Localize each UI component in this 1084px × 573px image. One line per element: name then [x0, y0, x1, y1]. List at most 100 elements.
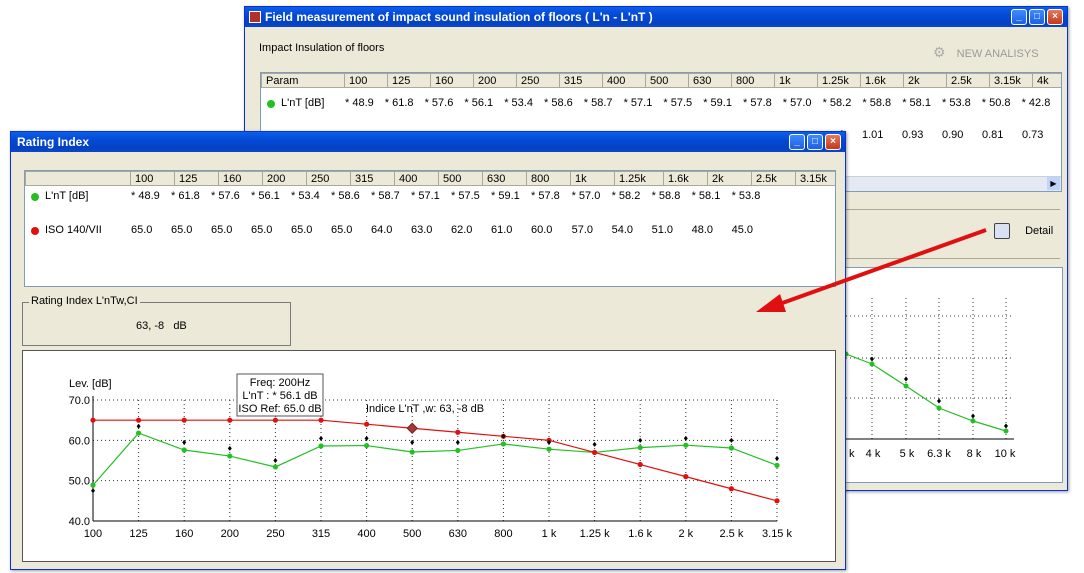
- row-label: ISO 140/VII: [45, 224, 102, 236]
- column-header[interactable]: 250: [306, 171, 351, 186]
- column-header[interactable]: 400: [602, 73, 646, 88]
- column-header[interactable]: [25, 171, 131, 186]
- horizontal-scrollbar[interactable]: ▶: [836, 176, 1061, 191]
- rating-data-grid: 100 125 160 200 250 315 400 500 630 800 1k 1.25k 1.6…: [24, 170, 836, 287]
- cell-value: * 58.8: [862, 97, 892, 109]
- column-header[interactable]: 125: [174, 171, 219, 186]
- back-chart: k 4 k 5 k 6.3 k 8 k 10 k: [846, 298, 1016, 460]
- measured-point[interactable]: [683, 442, 689, 448]
- reference-point[interactable]: [637, 461, 643, 468]
- column-header[interactable]: 200: [262, 171, 307, 186]
- x-tick-label: 10 k: [995, 448, 1016, 460]
- reference-point[interactable]: [136, 417, 142, 423]
- column-header[interactable]: 250: [516, 73, 560, 88]
- cell-value: 0.90: [942, 129, 964, 141]
- column-header[interactable]: 500: [438, 171, 483, 186]
- column-header[interactable]: 125: [387, 73, 431, 88]
- cell-value: * 58.2: [611, 190, 641, 202]
- column-header[interactable]: 4k: [1032, 73, 1061, 88]
- reference-point[interactable]: [90, 417, 96, 423]
- rating-index-titlebar[interactable]: Rating Index _ □ ×: [11, 132, 845, 152]
- x-tick-label: 1.25 k: [580, 528, 610, 540]
- column-header[interactable]: 2k: [707, 171, 752, 186]
- column-header[interactable]: 1k: [774, 73, 818, 88]
- measured-point[interactable]: [500, 441, 506, 447]
- column-header[interactable]: 400: [394, 171, 439, 186]
- measured-point[interactable]: [728, 445, 735, 451]
- reference-point[interactable]: [181, 417, 187, 423]
- reference-point[interactable]: [227, 417, 233, 423]
- reference-point[interactable]: [364, 421, 370, 427]
- column-header[interactable]: 100: [130, 171, 175, 186]
- column-header[interactable]: 2k: [903, 73, 947, 88]
- rating-row-iso: ISO 140/VII 65.0 65.0 65.0 65.0 65.0 65.0 64.0 6…: [25, 224, 835, 238]
- column-header[interactable]: 100: [344, 73, 388, 88]
- measured-point[interactable]: [318, 443, 324, 449]
- minimize-button[interactable]: _: [1011, 9, 1027, 25]
- measured-point[interactable]: [227, 453, 233, 459]
- cell-value: * 58.1: [902, 97, 931, 109]
- column-header[interactable]: Param: [261, 73, 345, 88]
- field-measurement-titlebar[interactable]: Field measurement of impact sound insula…: [245, 7, 1067, 27]
- measured-point: [869, 361, 875, 367]
- column-header[interactable]: 800: [731, 73, 775, 88]
- tooltip-line: ISO Ref: 65.0 dB: [238, 403, 321, 415]
- cell-value: * 59.1: [491, 190, 520, 202]
- column-header[interactable]: 2.5k: [946, 73, 990, 88]
- x-tick-label: 8 k: [967, 448, 982, 460]
- cell-value: * 57.5: [663, 97, 693, 109]
- measured-point[interactable]: [455, 447, 461, 454]
- measured-point[interactable]: [136, 430, 142, 436]
- reference-point[interactable]: [318, 417, 324, 423]
- column-header[interactable]: 200: [473, 73, 517, 88]
- measured-point[interactable]: [774, 462, 780, 468]
- column-header[interactable]: 630: [482, 171, 527, 186]
- measured-point[interactable]: [637, 444, 643, 451]
- column-header[interactable]: 3.15k: [795, 171, 835, 186]
- close-button[interactable]: ×: [825, 134, 841, 150]
- measured-point[interactable]: [90, 482, 96, 488]
- detail-label: Detail: [1025, 224, 1054, 237]
- measured-point: [936, 405, 942, 411]
- column-header[interactable]: 1.6k: [860, 73, 904, 88]
- maximize-button[interactable]: □: [1029, 9, 1045, 25]
- reference-point[interactable]: [455, 429, 461, 435]
- detail-button[interactable]: Detail: [994, 223, 1053, 239]
- new-analysis-button[interactable]: ⚙ NEW ANALISYS: [933, 44, 1039, 61]
- column-header[interactable]: 1.25k: [614, 171, 664, 186]
- cell-value: * 57.0: [571, 190, 601, 202]
- cell-value: * 57.1: [411, 190, 440, 202]
- measured-point[interactable]: [181, 447, 187, 453]
- reference-point[interactable]: [774, 498, 780, 504]
- rating-value-unit: dB: [173, 320, 187, 332]
- measured-point[interactable]: [364, 442, 370, 449]
- column-header[interactable]: 630: [688, 73, 732, 88]
- column-header[interactable]: 160: [430, 73, 474, 88]
- column-header[interactable]: 3.15k: [989, 73, 1033, 88]
- measured-point[interactable]: [409, 449, 415, 455]
- measured-point[interactable]: [546, 446, 552, 452]
- column-header[interactable]: 1k: [570, 171, 615, 186]
- column-header[interactable]: 315: [350, 171, 395, 186]
- y-tick-label: 50.0: [69, 476, 90, 488]
- y-tick-label: 40.0: [69, 516, 90, 528]
- uncertainty-marker: [904, 376, 908, 382]
- scroll-right-icon[interactable]: ▶: [1047, 177, 1060, 190]
- minimize-button[interactable]: _: [789, 134, 805, 150]
- column-header[interactable]: 800: [526, 171, 571, 186]
- column-header[interactable]: 1.25k: [817, 73, 861, 88]
- reference-point[interactable]: [272, 417, 278, 423]
- column-header[interactable]: 2.5k: [751, 171, 796, 186]
- column-header[interactable]: 160: [218, 171, 263, 186]
- maximize-button[interactable]: □: [807, 134, 823, 150]
- column-header[interactable]: 315: [559, 73, 603, 88]
- x-tick-label: 125: [129, 528, 147, 540]
- measured-point[interactable]: [272, 464, 278, 470]
- column-header[interactable]: 1.6k: [663, 171, 708, 186]
- reference-point[interactable]: [728, 486, 735, 492]
- reference-point[interactable]: [683, 474, 689, 480]
- reference-point[interactable]: [592, 449, 598, 456]
- column-header[interactable]: 500: [645, 73, 689, 88]
- measured-point: [903, 383, 909, 389]
- close-button[interactable]: ×: [1047, 9, 1063, 25]
